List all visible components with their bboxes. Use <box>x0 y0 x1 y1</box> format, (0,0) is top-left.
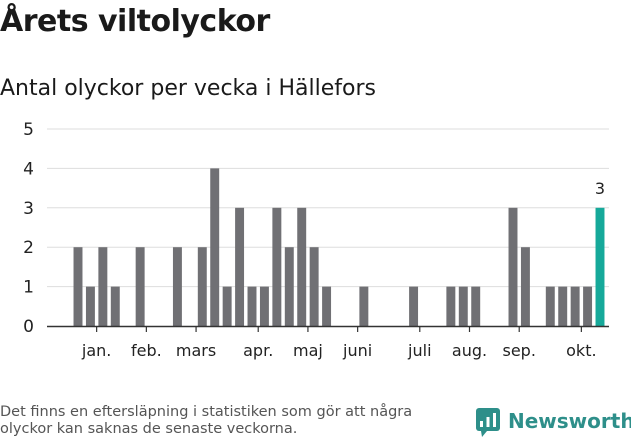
footnote: Det finns en eftersläpning i statistiken… <box>0 404 413 437</box>
bar <box>135 247 145 326</box>
brand-name: Newsworthy <box>508 409 631 433</box>
bars <box>73 168 605 326</box>
x-tick-label: mars <box>176 341 216 360</box>
y-axis-tick-labels: 0 1 2 3 4 5 <box>23 120 34 337</box>
x-tick-label: maj <box>293 341 323 360</box>
annotations: 3 <box>595 179 605 198</box>
x-tick-label: okt. <box>566 341 596 360</box>
x-tick-label: feb. <box>131 341 162 360</box>
bar <box>558 286 568 326</box>
data-label-current-week: 3 <box>595 179 605 198</box>
y-tick-label: 4 <box>23 159 34 179</box>
x-tick-label: sep. <box>503 341 536 360</box>
newsworthy-logo-icon <box>476 408 500 437</box>
bar <box>73 247 83 326</box>
bar <box>284 247 294 326</box>
x-tick-label: jan. <box>81 341 111 360</box>
bar <box>85 286 95 326</box>
bar-current-week <box>595 207 605 326</box>
bar <box>508 207 518 326</box>
bar <box>247 286 257 326</box>
chart-title: Årets viltolyckor <box>0 4 270 39</box>
bar <box>259 286 269 326</box>
bar <box>446 286 456 326</box>
chart: 0 1 2 3 4 5 jan. feb. mars apr. maj juni juli aug. se… <box>23 120 609 360</box>
x-tick-label: juni <box>342 341 372 360</box>
bar <box>297 207 307 326</box>
y-tick-label: 0 <box>23 317 34 337</box>
bar <box>172 247 182 326</box>
bar <box>458 286 468 326</box>
y-tick-label: 5 <box>23 120 34 140</box>
bar <box>409 286 419 326</box>
chart-subtitle: Antal olyckor per vecka i Hällefors <box>0 76 376 101</box>
x-tick-label: apr. <box>243 341 273 360</box>
x-axis-tick-labels: jan. feb. mars apr. maj juni juli aug. sep. okt. <box>81 326 597 360</box>
bar <box>235 207 245 326</box>
bar <box>359 286 369 326</box>
bar <box>471 286 481 326</box>
y-tick-label: 2 <box>23 238 34 258</box>
bar <box>520 247 530 326</box>
bar <box>210 168 220 326</box>
bar <box>197 247 207 326</box>
bar <box>322 286 332 326</box>
bar <box>272 207 282 326</box>
bar <box>583 286 593 326</box>
x-tick-label: aug. <box>452 341 487 360</box>
brand-logo[interactable]: Newsworthy <box>476 408 631 439</box>
bar <box>98 247 108 326</box>
y-tick-label: 3 <box>23 199 34 219</box>
bar <box>309 247 319 326</box>
x-tick-label: juli <box>407 341 431 360</box>
bar <box>222 286 232 326</box>
bar <box>545 286 555 326</box>
bar <box>570 286 580 326</box>
bar <box>110 286 120 326</box>
y-tick-label: 1 <box>23 278 34 298</box>
